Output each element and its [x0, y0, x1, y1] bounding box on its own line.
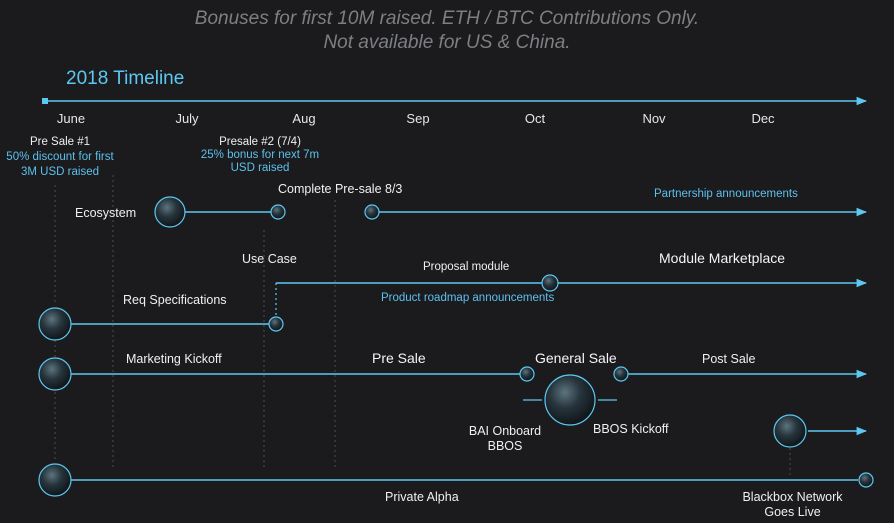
blackbox-line2: Goes Live — [764, 505, 821, 519]
marketing-kickoff-label: Marketing Kickoff — [126, 352, 222, 366]
timeline-start-marker — [42, 98, 48, 104]
general-sale-label: General Sale — [535, 350, 617, 366]
month-sep: Sep — [406, 111, 430, 126]
presale1-block: Pre Sale #1 50% discount for first 3M US… — [0, 136, 120, 178]
presale1-line2: 50% discount for first — [6, 151, 114, 163]
goes-live-node — [858, 472, 874, 488]
proposal-module-label: Proposal module — [423, 261, 510, 273]
general-sale-end-node — [613, 366, 629, 382]
blackbox-block: Blackbox Network Goes Live — [735, 490, 850, 519]
ecosystem-node — [154, 196, 186, 228]
use-case-node — [268, 316, 284, 332]
complete-presale-label: Complete Pre-sale 8/3 — [278, 182, 403, 196]
product-roadmap-label: Product roadmap announcements — [381, 292, 555, 304]
presale2-line3: USD raised — [230, 162, 290, 174]
bai-onboard-line1: BAI Onboard — [468, 424, 542, 438]
month-oct: Oct — [524, 111, 546, 126]
private-alpha-node — [38, 463, 72, 497]
month-june: June — [56, 111, 86, 126]
month-july: July — [175, 111, 199, 126]
complete-presale-node — [364, 204, 380, 220]
presale2-line2: 25% bonus for next 7m — [200, 149, 320, 161]
presale1-title: Pre Sale #1 — [29, 136, 91, 148]
blackbox-node — [773, 414, 807, 448]
general-sale-start-node — [519, 366, 535, 382]
use-case-label: Use Case — [242, 252, 297, 266]
month-aug: Aug — [292, 111, 316, 126]
pre-sale-label: Pre Sale — [372, 350, 426, 366]
req-specs-label: Req Specifications — [123, 293, 227, 307]
marketing-node — [38, 357, 72, 391]
month-nov: Nov — [642, 111, 666, 126]
month-dec: Dec — [751, 111, 775, 126]
ecosystem-label: Ecosystem — [75, 206, 137, 220]
bai-onboard-line2: BBOS — [487, 439, 523, 453]
req-spec-node — [38, 307, 72, 341]
private-alpha-label: Private Alpha — [385, 490, 459, 504]
proposal-node — [541, 274, 559, 292]
presale2-block: Presale #2 (7/4) 25% bonus for next 7m U… — [190, 136, 330, 174]
presale2-title: Presale #2 (7/4) — [219, 136, 301, 148]
header-line-1: Bonuses for first 10M raised. ETH / BTC … — [194, 8, 700, 29]
bbos-kickoff-label: BBOS Kickoff — [593, 422, 669, 436]
general-sale-hub-node — [544, 374, 596, 426]
header-line-2: Not available for US & China. — [323, 32, 571, 53]
timeline-title: 2018 Timeline — [66, 68, 185, 89]
post-sale-label: Post Sale — [702, 352, 756, 366]
bai-onboard-block: BAI Onboard BBOS — [455, 424, 555, 453]
presale2-node — [270, 204, 286, 220]
grid-guides — [54, 175, 791, 475]
presale1-line3: 3M USD raised — [21, 166, 99, 178]
blackbox-line1: Blackbox Network — [742, 490, 843, 504]
module-marketplace-label: Module Marketplace — [659, 250, 786, 266]
partnership-label: Partnership announcements — [654, 188, 798, 200]
